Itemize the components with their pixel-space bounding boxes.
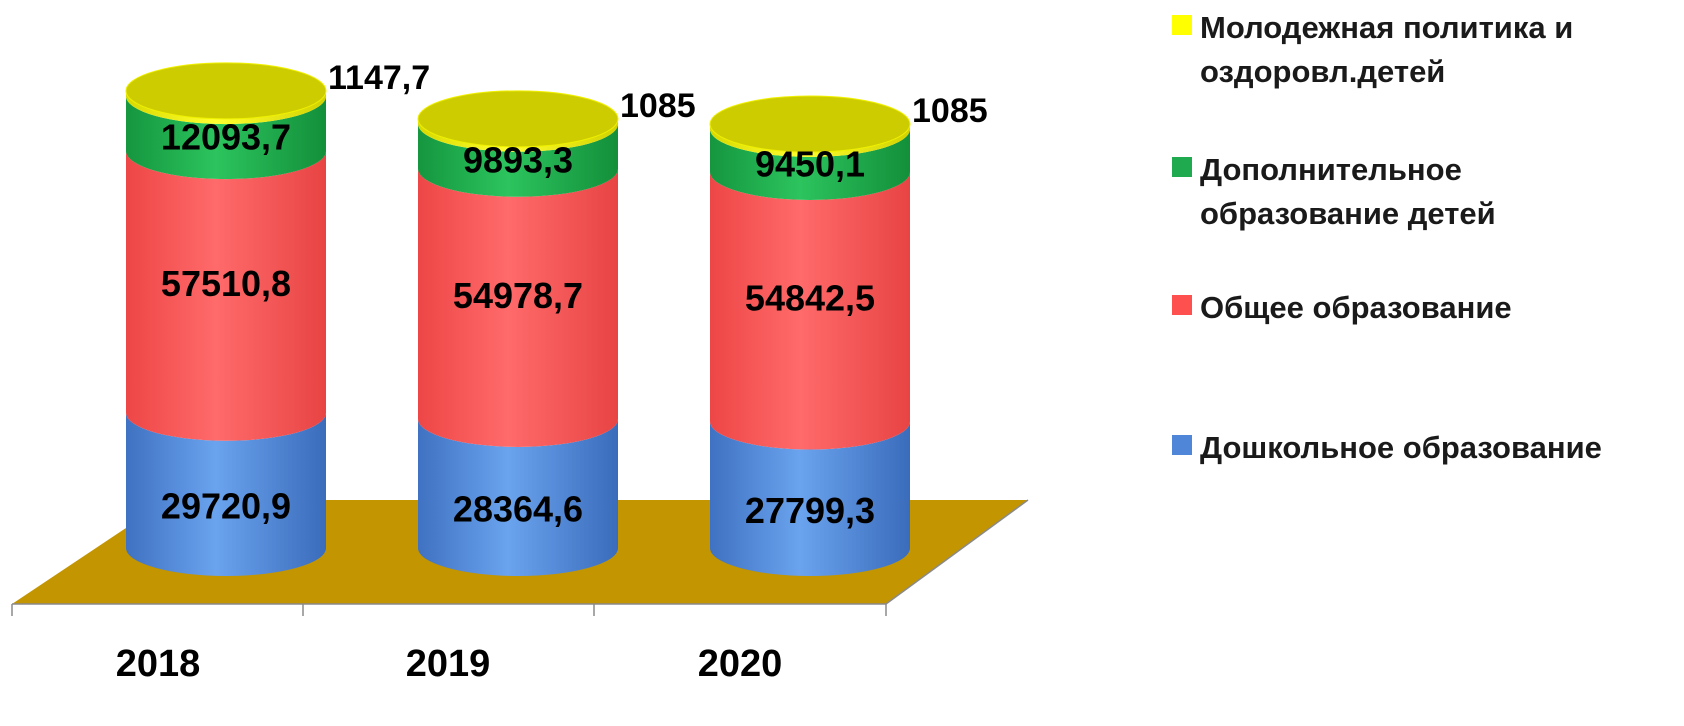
bar-additional-2019 [418, 123, 618, 197]
bar-additional-2020 [710, 128, 910, 200]
data-label-general-2019: 54978,7 [453, 275, 583, 316]
data-label-general-2020: 54842,5 [745, 278, 875, 319]
bar-top-cap-2019 [417, 90, 619, 148]
bar-top-cap-2018 [125, 62, 327, 120]
value-labels-group: 29720,9 57510,8 12093,7 1147,7 28364,6 54978,… [161, 59, 988, 531]
legend-item-preschool: Дошкольное образование [1172, 426, 1602, 470]
data-label-additional-2020: 9450,1 [755, 143, 865, 184]
cylinders-group [125, 62, 911, 576]
data-label-preschool-2020: 27799,3 [745, 490, 875, 531]
data-label-general-2018: 57510,8 [161, 263, 291, 304]
bar-youth-2018 [126, 90, 326, 125]
x-tick-labels-group: 2018 2019 2020 [116, 643, 783, 685]
legend-label: Общее образование [1200, 290, 1512, 325]
legend-label: Дополнительное образование детей [1200, 152, 1496, 231]
bar-general-2018 [126, 151, 326, 441]
data-label-youth-2019: 1085 [620, 87, 696, 125]
bar-top-cap-2020 [709, 95, 911, 153]
bar-additional-2018 [126, 96, 326, 180]
legend-swatch-yellow [1172, 15, 1192, 35]
data-label-youth-2020: 1085 [912, 92, 988, 130]
legend-label: Дошкольное образование [1200, 430, 1602, 465]
bar-preschool-2020 [710, 421, 910, 576]
x-tick-label-2019: 2019 [406, 643, 491, 685]
legend-swatch-green [1172, 157, 1192, 177]
legend-item-general: Общее образование [1172, 286, 1512, 330]
legend-swatch-blue [1172, 435, 1192, 455]
legend-label: Молодежная политика и оздоровл.детей [1200, 10, 1574, 89]
data-label-additional-2018: 12093,7 [161, 117, 291, 158]
bar-preschool-2018 [126, 412, 326, 576]
bar-general-2020 [710, 171, 910, 450]
x-tick-label-2018: 2018 [116, 643, 201, 685]
bar-general-2019 [418, 168, 618, 447]
data-label-youth-2018: 1147,7 [328, 59, 430, 97]
data-label-preschool-2018: 29720,9 [161, 485, 291, 526]
data-label-preschool-2019: 28364,6 [453, 488, 583, 529]
x-tick-label-2020: 2020 [698, 643, 783, 685]
legend-swatch-red [1172, 295, 1192, 315]
legend-item-additional: Дополнительное образование детей [1172, 148, 1560, 236]
bar-preschool-2019 [418, 418, 618, 576]
x-axis-floor-edge [885, 499, 1029, 605]
data-label-additional-2019: 9893,3 [463, 139, 573, 180]
legend-item-youth: Молодежная политика и оздоровл.детей [1172, 6, 1660, 94]
